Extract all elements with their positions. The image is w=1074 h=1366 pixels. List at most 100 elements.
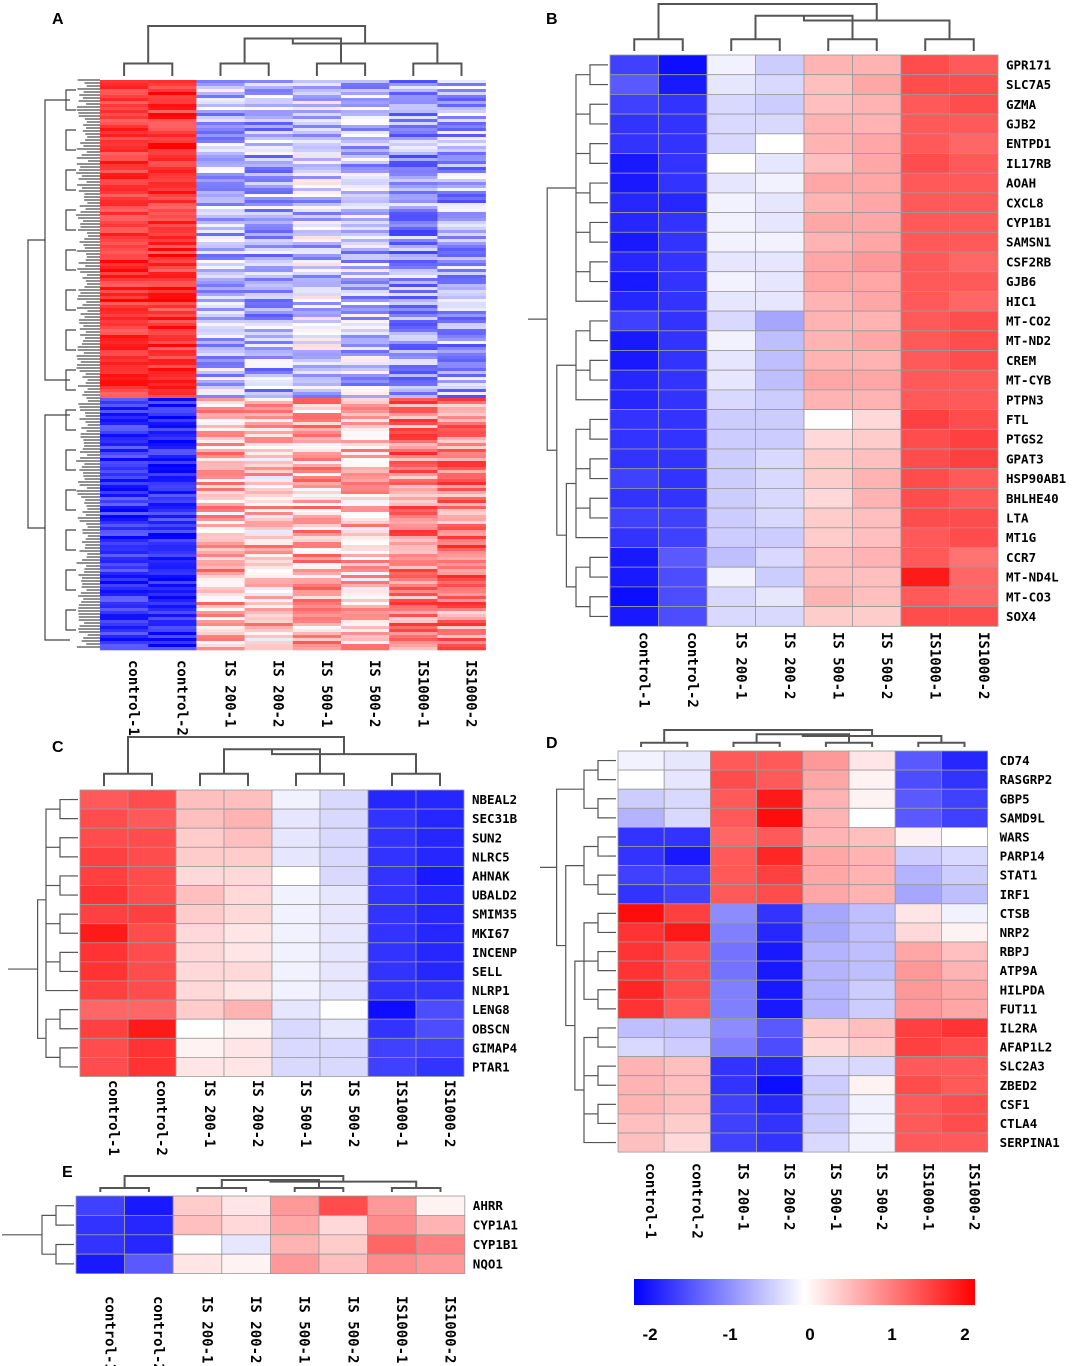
heatmap-band: [148, 227, 197, 231]
heatmap-cell: [127, 866, 177, 886]
heatmap-band: [244, 497, 294, 501]
heatmap-cell: [848, 903, 896, 924]
heatmap-cell: [894, 788, 942, 809]
heatmap-band: [148, 233, 197, 237]
heatmap-band: [341, 611, 390, 615]
heatmap-band: [244, 113, 294, 117]
heatmap-band: [292, 200, 342, 204]
heatmap-band: [244, 644, 294, 648]
heatmap-band: [292, 572, 342, 576]
heatmap-band: [341, 539, 390, 543]
heatmap-cell: [609, 290, 659, 312]
heatmap-band: [148, 254, 197, 258]
heatmap-band: [437, 521, 486, 525]
heatmap-band: [389, 518, 438, 522]
heatmap-cell: [894, 1018, 942, 1038]
heatmap-band: [437, 254, 486, 258]
heatmap-band: [148, 461, 197, 465]
heatmap-band: [292, 119, 342, 123]
heatmap-band: [389, 302, 438, 306]
heatmap-band: [341, 248, 390, 252]
dendrogram-branch: [556, 788, 584, 947]
heatmap-band: [389, 560, 438, 564]
heatmap-band: [148, 125, 197, 129]
heatmap-band: [341, 128, 390, 132]
heatmap-cell: [367, 904, 417, 925]
heatmap-band: [244, 500, 294, 504]
heatmap-band: [437, 269, 486, 273]
heatmap-band: [148, 446, 197, 450]
heatmap-band: [100, 611, 149, 615]
heatmap-band: [292, 197, 342, 201]
heatmap-band: [437, 200, 486, 204]
heatmap-band: [196, 512, 245, 516]
heatmap-band: [244, 641, 294, 645]
heatmap-band: [437, 329, 486, 333]
heatmap-band: [437, 353, 486, 357]
heatmap-cell: [755, 389, 805, 410]
heatmap-band: [341, 365, 390, 369]
heatmap-cell: [175, 923, 225, 944]
heatmap-band: [244, 368, 294, 372]
heatmap-band: [244, 509, 294, 513]
heatmap-cell: [756, 1113, 804, 1134]
heatmap-band: [244, 257, 294, 261]
gene-label: SEC31B: [472, 811, 518, 826]
heatmap-band: [196, 461, 245, 465]
heatmap-band: [244, 476, 294, 480]
heatmap-cell: [755, 527, 805, 548]
heatmap-band: [244, 188, 294, 192]
heatmap-band: [100, 161, 149, 165]
heatmap-cell: [319, 980, 369, 1001]
heatmap-band: [437, 380, 486, 384]
heatmap-cell: [852, 507, 902, 529]
heatmap-band: [292, 203, 342, 207]
heatmap-band: [100, 551, 149, 555]
heatmap-cell: [415, 923, 465, 944]
dendrogram-branch: [65, 289, 76, 311]
heatmap-band: [341, 401, 390, 405]
colorbar-tick-label: 2: [960, 1325, 969, 1344]
heatmap-band: [100, 581, 149, 585]
heatmap-band: [341, 629, 390, 633]
heatmap-cell: [706, 428, 756, 450]
heatmap-band: [244, 137, 294, 141]
heatmap-band: [341, 419, 390, 423]
heatmap-band: [389, 92, 438, 96]
heatmap-band: [148, 119, 197, 123]
heatmap-cell: [710, 788, 758, 809]
heatmap-cell: [79, 1037, 129, 1058]
heatmap-band: [196, 596, 245, 600]
heatmap-cell: [127, 961, 177, 982]
heatmap-band: [437, 362, 486, 366]
heatmap-cell: [319, 846, 369, 867]
heatmap-band: [292, 290, 342, 294]
heatmap-band: [437, 248, 486, 252]
heatmap-band: [196, 344, 245, 348]
heatmap-band: [341, 509, 390, 513]
heatmap-band: [389, 107, 438, 111]
heatmap-band: [244, 473, 294, 477]
heatmap-band: [389, 86, 438, 90]
heatmap-cell: [949, 330, 999, 351]
heatmap-band: [437, 110, 486, 114]
heatmap-band: [148, 401, 197, 405]
gene-label: CTSB: [1000, 906, 1031, 921]
heatmap-cell: [803, 350, 853, 371]
heatmap-band: [437, 86, 486, 90]
heatmap-cell: [415, 808, 465, 829]
heatmap-cell: [900, 153, 950, 174]
heatmap-band: [244, 494, 294, 498]
heatmap-cell: [663, 827, 711, 847]
heatmap-band: [389, 647, 438, 651]
heatmap-cell: [949, 369, 999, 391]
heatmap-band: [341, 563, 390, 567]
heatmap-band: [292, 395, 342, 399]
heatmap-cell: [663, 960, 711, 981]
heatmap-band: [100, 563, 149, 567]
heatmap-band: [292, 299, 342, 303]
heatmap-band: [389, 290, 438, 294]
heatmap-band: [244, 203, 294, 207]
heatmap-band: [389, 644, 438, 648]
